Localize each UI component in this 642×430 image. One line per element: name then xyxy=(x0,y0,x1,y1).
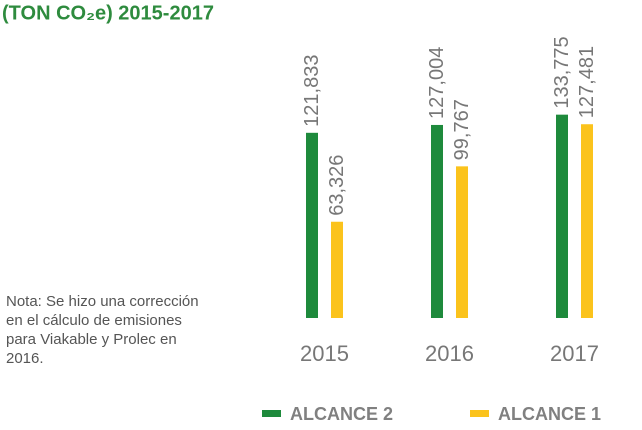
bar xyxy=(306,132,318,318)
legend-label: ALCANCE 1 xyxy=(498,404,601,424)
value-label: 127,481 xyxy=(576,46,598,118)
value-label: 63,326 xyxy=(326,155,348,216)
value-label: 133,775 xyxy=(551,36,573,108)
legend-swatch xyxy=(470,410,489,417)
value-label: 99,767 xyxy=(451,99,473,160)
legend-label: ALCANCE 2 xyxy=(290,404,393,424)
bar xyxy=(556,114,568,318)
legend-swatch xyxy=(262,410,281,417)
chart-title: (TON CO₂e) 2015-2017 xyxy=(2,2,214,24)
x-tick-label: 2016 xyxy=(425,341,474,366)
value-label: 127,004 xyxy=(426,47,448,119)
x-tick-label: 2015 xyxy=(300,341,349,366)
bar xyxy=(456,166,468,318)
bar xyxy=(431,124,443,318)
x-tick-label: 2017 xyxy=(550,341,599,366)
bar xyxy=(581,124,593,318)
bar xyxy=(331,221,343,318)
note: Nota: Se hizo una corrección en el cálcu… xyxy=(6,293,199,367)
value-label: 121,833 xyxy=(301,55,323,127)
